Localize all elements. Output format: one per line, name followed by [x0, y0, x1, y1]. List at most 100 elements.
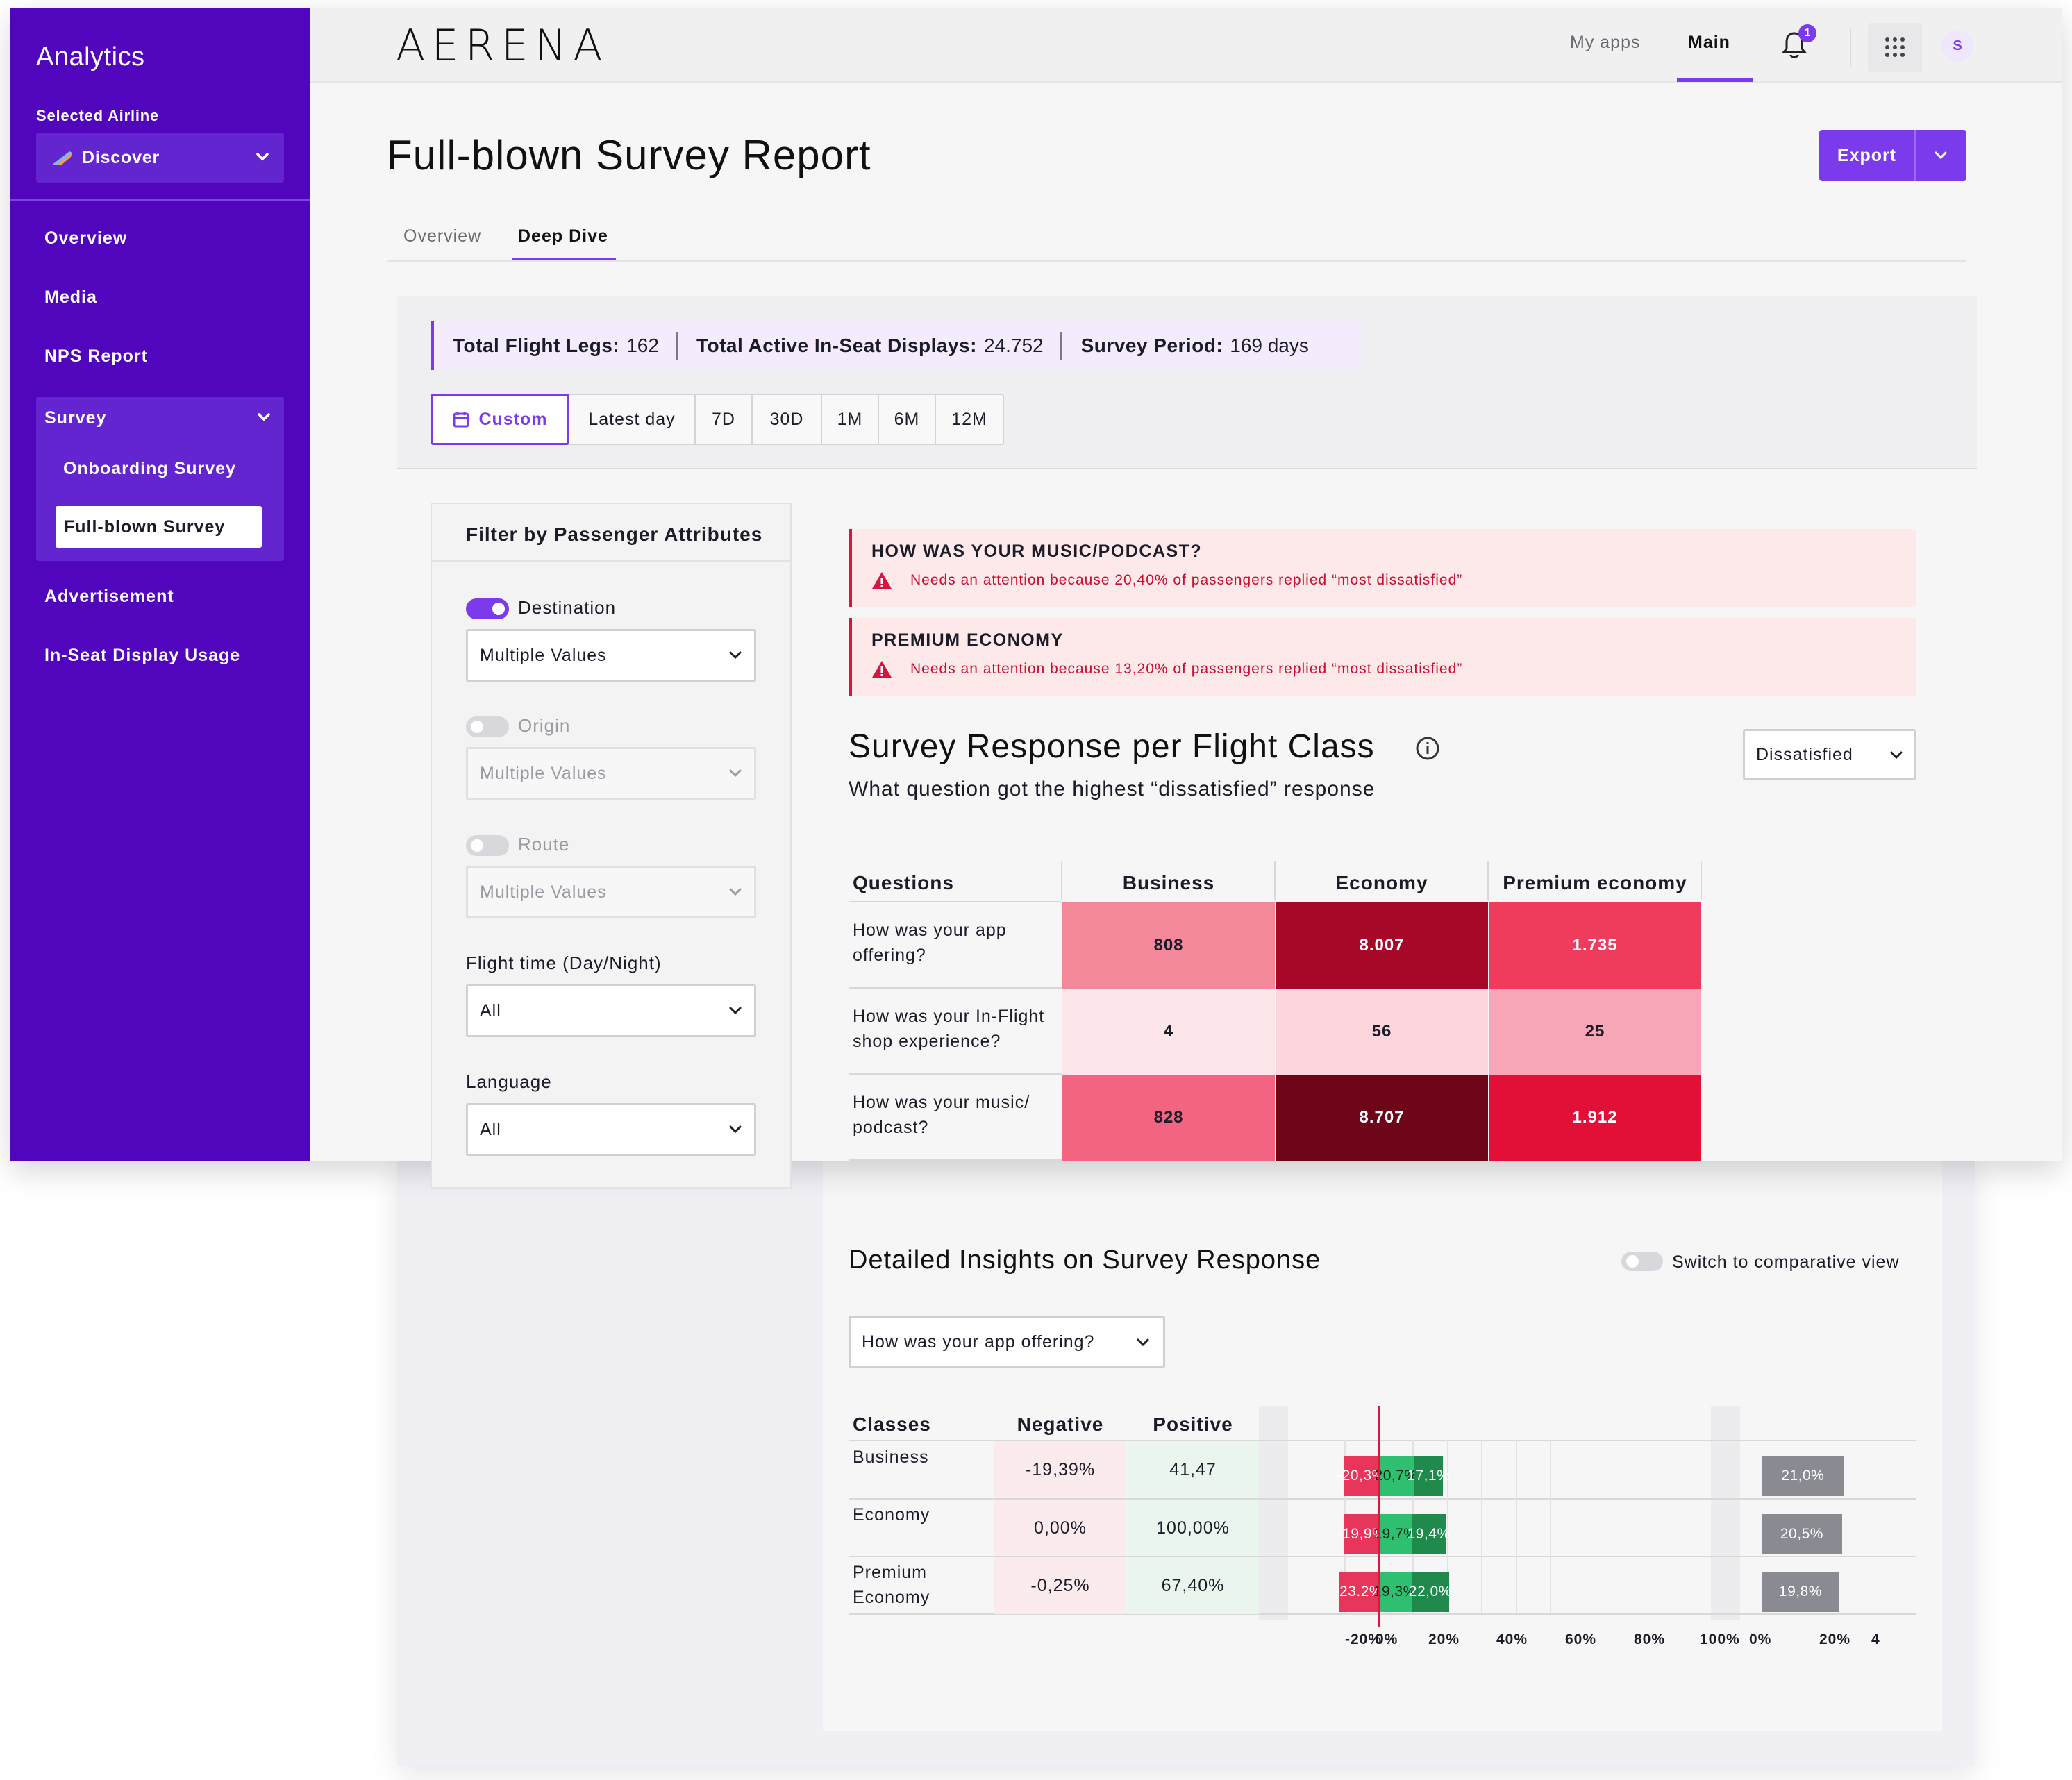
range-custom-label: Custom — [478, 409, 548, 429]
range-30d[interactable]: 30D — [753, 395, 822, 444]
axis-tick-label: 80% — [1634, 1631, 1666, 1647]
export-button[interactable]: Export — [1819, 130, 1966, 181]
stats-summary: Total Flight Legs: 162 Total Active In-Se… — [431, 321, 1362, 370]
sidebar: Analytics Selected Airline Discover Over… — [10, 8, 310, 1161]
heatmap-row-line — [849, 1073, 1062, 1075]
insights-negative-cell: 0,00% — [994, 1500, 1126, 1556]
sidebar-title: Analytics — [36, 42, 145, 72]
apps-grid-button[interactable] — [1868, 23, 1922, 72]
airline-label: Selected Airline — [36, 107, 160, 124]
filter-divider — [432, 560, 790, 562]
warning-icon — [872, 572, 892, 589]
chevron-down-icon[interactable] — [256, 410, 271, 425]
heatmap-cell: 1.912 — [1489, 1075, 1701, 1161]
response-type-select[interactable]: Dissatisfied — [1743, 729, 1916, 780]
insights-class: Economy — [853, 1505, 930, 1525]
origin-toggle[interactable] — [466, 716, 509, 737]
route-toggle[interactable] — [466, 835, 509, 856]
flight-time-label: Flight time (Day/Night) — [466, 952, 662, 973]
range-custom[interactable]: Custom — [431, 394, 569, 445]
chart-bar: 19,7% — [1373, 1514, 1417, 1554]
chevron-down-icon — [1890, 751, 1903, 759]
sidebar-item-nps-report[interactable]: NPS Report — [44, 346, 148, 366]
heatmap-col-separator — [1701, 861, 1702, 900]
chart-bar: -20,3% — [1337, 1456, 1385, 1496]
destination-toggle[interactable] — [466, 598, 509, 619]
aerena-logo: AERENA — [396, 20, 609, 71]
stat-flight-legs: Total Flight Legs: 162 — [434, 321, 676, 370]
page-title: Full-blown Survey Report — [387, 132, 871, 178]
chevron-down-icon — [256, 153, 269, 161]
airline-select[interactable]: Discover — [36, 133, 284, 183]
nav-my-apps[interactable]: My apps — [1570, 33, 1641, 52]
sidebar-item-in-seat-display-usage[interactable]: In-Seat Display Usage — [44, 646, 241, 665]
export-label: Export — [1837, 146, 1897, 165]
language-value: All — [480, 1120, 501, 1139]
alert-card: PREMIUM ECONOMY Needs an attention becau… — [849, 618, 1916, 696]
tab-deep-dive[interactable]: Deep Dive — [518, 226, 608, 246]
route-select[interactable]: Multiple Values — [466, 866, 756, 918]
chart-bar: -23.2% — [1335, 1572, 1382, 1612]
range-latest-day[interactable]: Latest day — [569, 395, 696, 444]
insights-row-line — [849, 1498, 1916, 1500]
heatmap-cell: 1.735 — [1489, 902, 1701, 989]
axis-tick-label: 100% — [1700, 1631, 1740, 1647]
stat-value: 169 days — [1230, 335, 1309, 356]
heatmap-cell: 4 — [1062, 989, 1275, 1075]
range-1m[interactable]: 1M — [822, 395, 879, 444]
calendar-icon — [453, 412, 469, 428]
stat-separator — [1060, 332, 1062, 360]
app-window: Analytics Selected Airline Discover Over… — [10, 8, 2062, 1647]
nav-main[interactable]: Main — [1688, 33, 1730, 52]
response-type-value: Dissatisfied — [1756, 745, 1853, 764]
user-avatar[interactable]: S — [1941, 30, 1973, 62]
stat-value: 162 — [626, 335, 659, 356]
filter-panel: Filter by Passenger Attributes Destinati… — [431, 503, 792, 1189]
sidebar-subitem-onboarding-survey[interactable]: Onboarding Survey — [63, 459, 236, 478]
destination-select[interactable]: Multiple Values — [466, 629, 756, 682]
toggle-knob — [492, 603, 505, 615]
flight-time-select[interactable]: All — [466, 984, 756, 1037]
tab-overview[interactable]: Overview — [403, 226, 482, 246]
stat-separator — [675, 332, 678, 360]
grid-line — [1550, 1440, 1551, 1613]
alert-card: HOW WAS YOUR MUSIC/PODCAST? Needs an att… — [849, 529, 1916, 607]
heatmap-cell: 828 — [1062, 1075, 1275, 1161]
zero-axis-line — [1378, 1406, 1380, 1627]
chart-bar: 19,3% — [1373, 1572, 1416, 1612]
chart-gap-column — [1711, 1406, 1740, 1620]
insights-header-classes: Classes — [853, 1413, 931, 1435]
chevron-down-icon[interactable] — [1933, 148, 1948, 163]
insights-question-select[interactable]: How was your app offering? — [849, 1316, 1165, 1368]
destination-value: Multiple Values — [480, 646, 607, 665]
comparative-view-toggle[interactable] — [1621, 1252, 1663, 1271]
language-label: Language — [466, 1071, 552, 1092]
range-6m[interactable]: 6M — [879, 395, 936, 444]
heatmap-row-line — [849, 987, 1062, 989]
flight-time-value: All — [480, 1001, 501, 1021]
sidebar-item-advertisement[interactable]: Advertisement — [44, 587, 174, 606]
axis-tick-label: 4 — [1871, 1631, 1880, 1647]
range-7d[interactable]: 7D — [696, 395, 753, 444]
heatmap-question: How was your In-Flight shop experience? — [853, 1007, 1045, 1051]
heatmap-subtitle: What question got the highest “dissatisf… — [849, 778, 1376, 800]
insights-positive-cell: 67,40% — [1127, 1557, 1259, 1614]
origin-select[interactable]: Multiple Values — [466, 747, 756, 800]
export-separator — [1914, 130, 1916, 181]
sidebar-item-overview[interactable]: Overview — [44, 228, 128, 248]
sidebar-subitem-full-blown-survey[interactable]: Full-blown Survey — [56, 506, 262, 548]
grid-line — [1515, 1440, 1517, 1613]
chart-bar: 19,4% — [1407, 1514, 1450, 1554]
chart-bar: 20,7% — [1375, 1456, 1417, 1496]
range-12m[interactable]: 12M — [951, 409, 987, 429]
alert-title: PREMIUM ECONOMY — [871, 630, 1064, 650]
stat-label: Total Flight Legs: — [453, 335, 620, 356]
insights-header-negative: Negative — [1017, 1413, 1104, 1435]
info-icon[interactable] — [1415, 736, 1440, 761]
sidebar-item-media[interactable]: Media — [44, 287, 97, 307]
language-select[interactable]: All — [466, 1103, 756, 1156]
heatmap-header-questions: Questions — [853, 872, 954, 893]
axis-tick-label: 60% — [1565, 1631, 1597, 1647]
sidebar-item-survey[interactable]: Survey — [44, 408, 107, 428]
heatmap-cell: 56 — [1276, 989, 1488, 1075]
